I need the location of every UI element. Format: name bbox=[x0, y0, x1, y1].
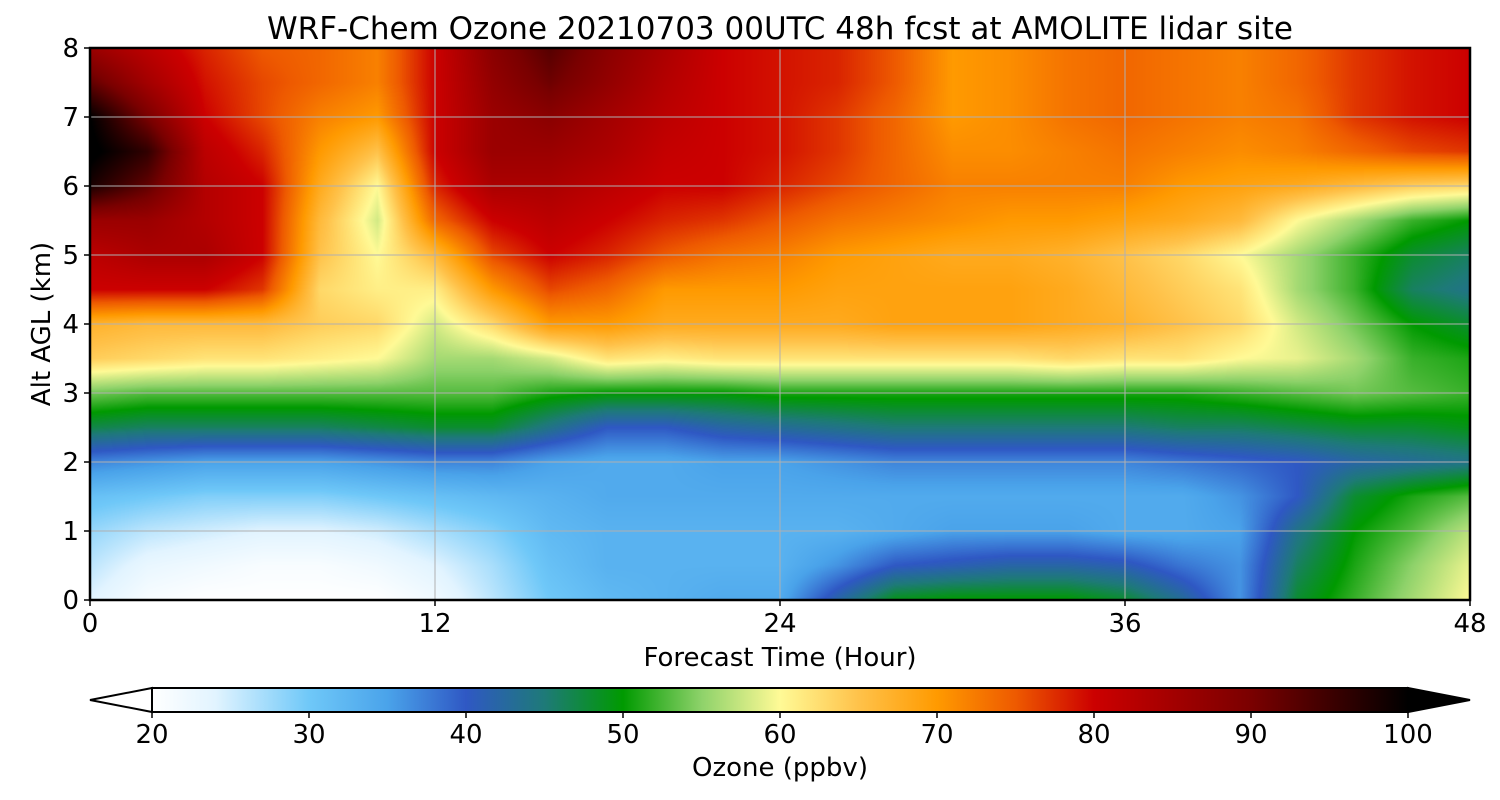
colorbar-gradient bbox=[152, 688, 1408, 712]
colorbar-tick-label: 40 bbox=[449, 720, 482, 750]
y-axis-label: Alt AGL (km) bbox=[27, 242, 57, 406]
colorbar-ticks: 20 30 40 50 60 70 80 90 100 bbox=[135, 712, 1433, 750]
colorbar-tick-label: 30 bbox=[292, 720, 325, 750]
x-axis-label: Forecast Time (Hour) bbox=[643, 643, 916, 673]
y-axis-ticks: 0 1 2 3 4 5 6 7 8 bbox=[62, 34, 90, 616]
y-tick-label: 2 bbox=[62, 448, 79, 478]
colorbar-tick-label: 70 bbox=[920, 720, 953, 750]
colorbar-tick-label: 80 bbox=[1077, 720, 1110, 750]
y-tick-label: 8 bbox=[62, 34, 79, 64]
x-tick-label: 0 bbox=[82, 609, 99, 639]
y-tick-label: 0 bbox=[62, 586, 79, 616]
y-tick-label: 5 bbox=[62, 241, 79, 271]
x-tick-label: 12 bbox=[418, 609, 451, 639]
colorbar-tick-label: 50 bbox=[606, 720, 639, 750]
colorbar-tick-label: 100 bbox=[1383, 720, 1433, 750]
colorbar-tick-label: 90 bbox=[1234, 720, 1267, 750]
y-tick-label: 7 bbox=[62, 103, 79, 133]
grid-lines bbox=[90, 48, 1470, 600]
y-tick-label: 3 bbox=[62, 379, 79, 409]
y-tick-label: 1 bbox=[62, 517, 79, 547]
colorbar-tick-label: 60 bbox=[763, 720, 796, 750]
x-tick-label: 48 bbox=[1453, 609, 1486, 639]
colorbar-extend-high bbox=[1407, 686, 1471, 714]
colorbar-tick-label: 20 bbox=[135, 720, 168, 750]
colorbar-extend-low bbox=[89, 686, 153, 714]
x-axis-ticks: 0 12 24 36 48 bbox=[82, 600, 1487, 639]
x-tick-label: 24 bbox=[763, 609, 796, 639]
y-tick-label: 4 bbox=[62, 310, 79, 340]
y-tick-label: 6 bbox=[62, 172, 79, 202]
colorbar-label: Ozone (ppbv) bbox=[692, 753, 868, 783]
chart-title: WRF-Chem Ozone 20210703 00UTC 48h fcst a… bbox=[267, 11, 1293, 47]
colorbar: 20 30 40 50 60 70 80 90 100 Ozone (ppbv) bbox=[89, 686, 1471, 783]
x-tick-label: 36 bbox=[1108, 609, 1141, 639]
